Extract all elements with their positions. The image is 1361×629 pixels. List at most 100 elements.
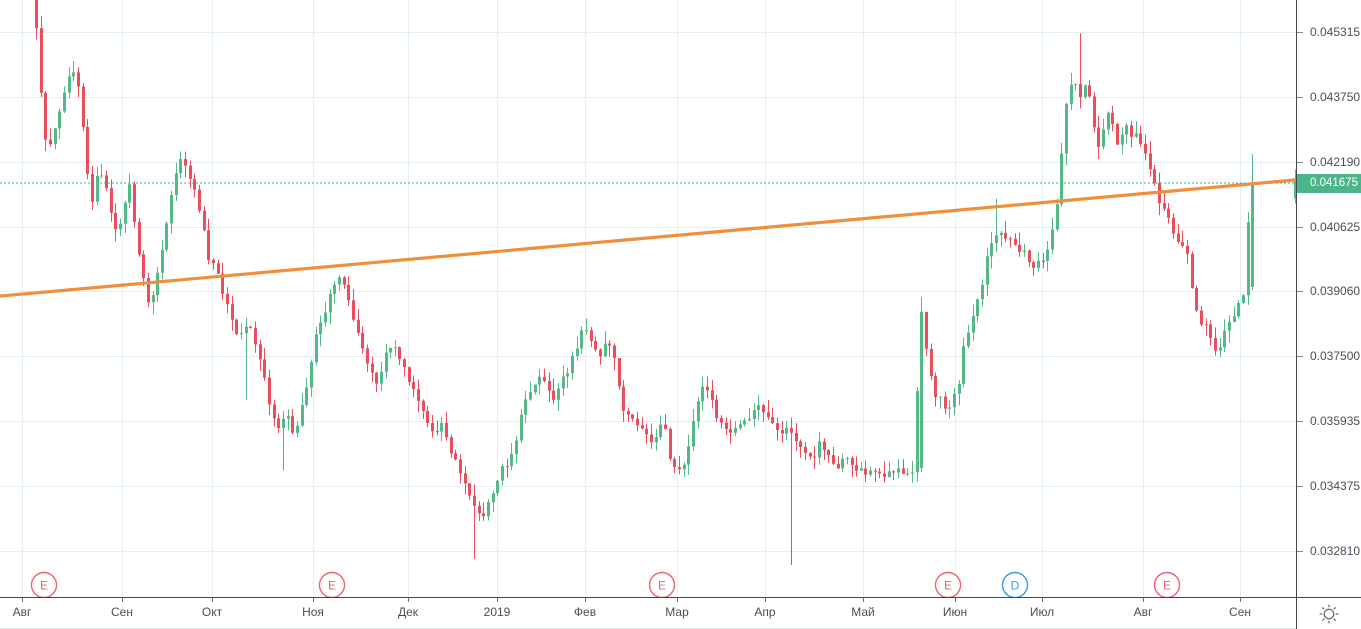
candle[interactable] [1195, 285, 1198, 313]
candle[interactable] [40, 16, 43, 98]
earnings-marker[interactable]: E [318, 571, 346, 598]
candle[interactable] [1107, 111, 1110, 136]
candle[interactable] [548, 372, 551, 403]
candle[interactable] [855, 456, 858, 477]
candle[interactable] [333, 281, 336, 304]
candle[interactable] [240, 323, 243, 340]
candle[interactable] [697, 397, 700, 429]
candle[interactable] [571, 351, 574, 380]
candle[interactable] [538, 369, 541, 395]
candle[interactable] [590, 326, 593, 348]
candle[interactable] [897, 459, 900, 479]
candle[interactable] [715, 394, 718, 422]
candle[interactable] [515, 435, 518, 464]
candle[interactable] [641, 417, 644, 430]
candle[interactable] [627, 408, 630, 422]
candle[interactable] [193, 173, 196, 198]
candle[interactable] [916, 387, 919, 482]
candle[interactable] [874, 468, 877, 482]
candle[interactable] [277, 413, 280, 434]
candle[interactable] [906, 468, 909, 477]
candle[interactable] [1060, 142, 1063, 207]
candle[interactable] [566, 367, 569, 388]
candle[interactable] [1251, 154, 1254, 290]
candle[interactable] [231, 295, 234, 331]
candle[interactable] [795, 423, 798, 451]
candle[interactable] [939, 396, 942, 409]
candle[interactable] [305, 377, 308, 408]
candle[interactable] [618, 357, 621, 390]
candle[interactable] [1070, 72, 1073, 111]
candle[interactable] [408, 366, 411, 386]
candle[interactable] [310, 359, 313, 397]
candle[interactable] [962, 337, 965, 388]
candle[interactable] [398, 346, 401, 366]
candle[interactable] [1046, 241, 1049, 272]
candle[interactable] [743, 417, 746, 427]
candle[interactable] [152, 290, 155, 315]
candle[interactable] [911, 460, 914, 483]
candle[interactable] [175, 162, 178, 201]
candle[interactable] [86, 119, 89, 180]
candle[interactable] [748, 407, 751, 421]
candle[interactable] [445, 411, 448, 441]
candle[interactable] [809, 452, 812, 460]
candle[interactable] [1242, 294, 1245, 304]
candle[interactable] [678, 455, 681, 475]
candle[interactable] [785, 420, 788, 441]
candle[interactable] [82, 83, 85, 132]
candle[interactable] [1294, 169, 1296, 204]
candle[interactable] [1135, 121, 1138, 138]
candle[interactable] [324, 301, 327, 327]
candle[interactable] [170, 190, 173, 234]
candle[interactable] [813, 446, 816, 469]
time-axis[interactable]: Авг Сен Окт Ноя Дек 2019 Фев Мар Апр Май Июн Июл Авг… [0, 598, 1296, 629]
candle[interactable] [245, 317, 248, 400]
candle[interactable] [1144, 134, 1147, 161]
candle[interactable] [366, 344, 369, 373]
candle[interactable] [124, 200, 127, 233]
candle[interactable] [799, 439, 802, 458]
candle[interactable] [347, 276, 350, 306]
candle[interactable] [49, 128, 52, 147]
candle[interactable] [394, 340, 397, 357]
candle[interactable] [636, 411, 639, 432]
candle[interactable] [268, 369, 271, 416]
earnings-marker[interactable]: E [1153, 571, 1181, 598]
candle[interactable] [739, 420, 742, 431]
candle[interactable] [1042, 252, 1045, 269]
chart-settings-button[interactable] [1297, 598, 1361, 629]
candle[interactable] [622, 380, 625, 422]
candle[interactable] [1014, 233, 1017, 246]
candle[interactable] [147, 272, 150, 308]
candle[interactable] [133, 181, 136, 228]
candle[interactable] [878, 467, 881, 479]
candle[interactable] [1111, 105, 1114, 132]
candle[interactable] [35, 0, 38, 40]
candle[interactable] [1223, 319, 1226, 353]
candle[interactable] [263, 347, 266, 381]
candle[interactable] [412, 375, 415, 398]
candle[interactable] [217, 260, 220, 274]
candle[interactable] [1214, 327, 1217, 356]
candle[interactable] [1205, 318, 1208, 336]
candle[interactable] [552, 378, 555, 404]
candle[interactable] [1121, 127, 1124, 155]
candle[interactable] [1177, 224, 1180, 244]
candle[interactable] [762, 403, 765, 422]
candle[interactable] [1209, 320, 1212, 346]
candle[interactable] [184, 151, 187, 178]
candle[interactable] [934, 372, 937, 407]
candle[interactable] [1018, 232, 1021, 257]
candle[interactable] [1116, 122, 1119, 145]
candle[interactable] [161, 240, 164, 280]
candle[interactable] [823, 438, 826, 460]
candle[interactable] [534, 384, 537, 395]
candle[interactable] [482, 502, 485, 521]
candle[interactable] [189, 160, 192, 189]
candle[interactable] [338, 274, 341, 291]
candle[interactable] [599, 348, 602, 365]
candle[interactable] [986, 247, 989, 297]
candle[interactable] [329, 289, 332, 325]
